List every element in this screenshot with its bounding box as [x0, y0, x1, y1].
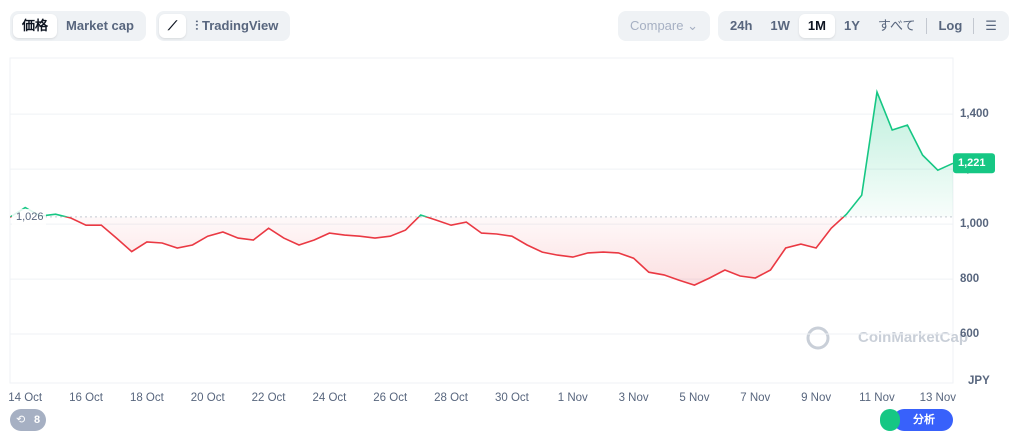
doc-icon [880, 409, 900, 431]
price-line-up [10, 89, 953, 217]
tab-group: 価格 Market cap [10, 11, 146, 41]
separator [973, 18, 975, 34]
watermark-logo [806, 326, 830, 350]
badge-bg [10, 409, 46, 431]
label: Compare [630, 18, 684, 33]
x-tick-label: 24 Oct [312, 392, 347, 404]
analysis-label: 分析 [913, 412, 935, 426]
y-tick-label: 1,000 [960, 218, 989, 230]
x-tick-label: 22 Oct [252, 392, 287, 404]
x-tick-label: 26 Oct [373, 392, 408, 404]
label: TradingView [201, 18, 279, 33]
range[interactable]: すべて [877, 18, 916, 33]
y-tick-label: 1,200 [960, 163, 989, 175]
y-tick-label: 600 [960, 328, 979, 340]
area-up [10, 92, 953, 217]
baseline-label: 1,026 [16, 211, 44, 223]
range[interactable]: 1W [770, 18, 790, 33]
analysis-button[interactable]: 分析 [880, 409, 953, 431]
x-tick-label: 1 Nov [558, 392, 588, 404]
baseline-label-bg [12, 208, 46, 225]
y-tick-label: 1,400 [960, 108, 989, 120]
compare-group: Compare ⌄ [618, 11, 710, 41]
current-price-label: 1,221 [958, 157, 986, 169]
separator [926, 18, 928, 34]
x-tick-label: 5 Nov [679, 392, 709, 404]
x-tick-label: 11 Nov [859, 392, 895, 404]
area-down [10, 216, 953, 286]
x-tick-label: 30 Oct [495, 392, 530, 404]
x-tick-label: 9 Nov [801, 392, 831, 404]
plot-frame [9, 57, 954, 384]
x-tick-label: 14 Oct [8, 392, 43, 404]
tab[interactable]: Market cap [66, 18, 134, 33]
x-tick-label: 28 Oct [434, 392, 469, 404]
range-group: 24h 1W 1M 1Y すべて Log ☰ [718, 11, 1009, 41]
history-icon: ⟲ [16, 414, 25, 426]
tool-group: ⟋ ⫶ TradingView [156, 11, 291, 41]
history-badge: 8 ⟲ [10, 409, 46, 431]
range[interactable]: 24h [730, 18, 753, 33]
tab[interactable]: 価格 [13, 14, 58, 38]
watermark: CoinMarketCap [858, 329, 968, 346]
x-tick-label: 16 Oct [69, 392, 104, 404]
currency-label: JPY [968, 375, 990, 387]
price-line-down [10, 216, 845, 286]
range[interactable]: 1Y [843, 18, 860, 33]
y-tick-label: 800 [960, 273, 979, 285]
range[interactable]: 1M [798, 14, 835, 38]
settings[interactable]: ☰ [985, 18, 997, 33]
x-tick-label: 18 Oct [130, 392, 165, 404]
line-tool[interactable]: ⟋ [159, 14, 187, 38]
analysis-bg [893, 409, 953, 431]
history-count: 8 [34, 414, 40, 426]
x-tick-label: 7 Nov [740, 392, 770, 404]
compare[interactable]: Compare ⌄ [630, 18, 698, 33]
x-tick-label: 3 Nov [619, 392, 649, 404]
x-tick-label: 13 Nov [920, 392, 957, 404]
x-tick-label: 20 Oct [191, 392, 226, 404]
log[interactable]: Log [938, 18, 963, 33]
current-price-badge [953, 153, 995, 174]
tradingview-button[interactable]: ⫶ TradingView [195, 18, 279, 33]
